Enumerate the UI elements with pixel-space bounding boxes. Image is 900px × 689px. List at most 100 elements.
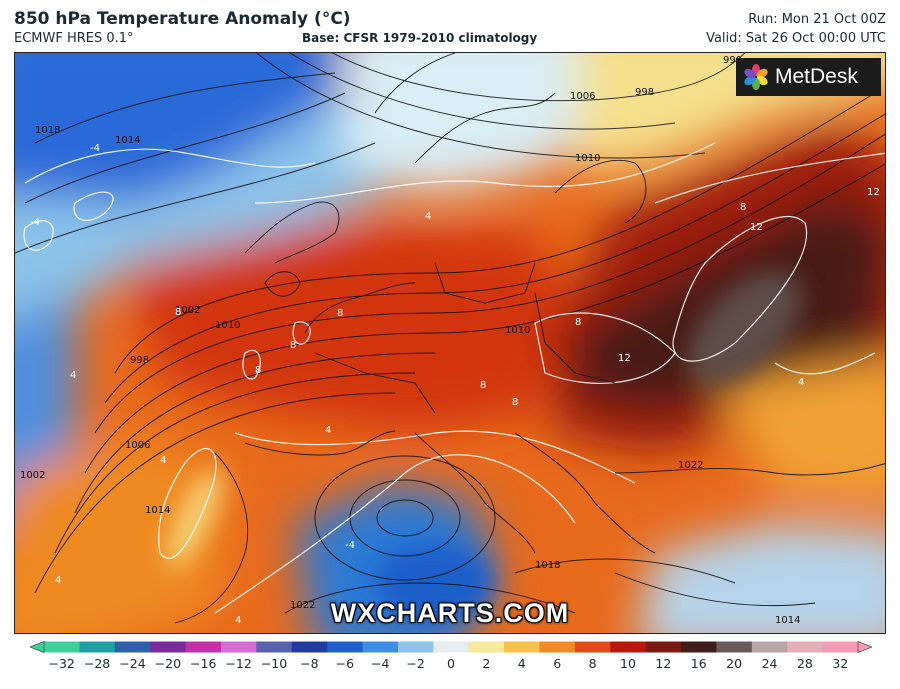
isotherm-label: 4 [160, 455, 166, 466]
isotherm-label: 8 [740, 202, 746, 213]
colorbar-cell [79, 641, 116, 653]
colorbar-cell [787, 641, 824, 653]
colorbar-tick-label: −28 [83, 656, 111, 671]
coastlines [174, 53, 885, 624]
cool-ribbon-west [167, 467, 223, 569]
isobar-label: 1014 [775, 615, 800, 626]
isobar-label: 1002 [20, 470, 45, 481]
temperature-anomaly-map: 1018 1014 1002 998 1006 1010 1014 1002 1… [14, 52, 886, 634]
colorbar [30, 641, 872, 653]
colorbar-cell [114, 641, 151, 653]
isobar-label: 1010 [215, 320, 240, 331]
colorbar-tick-label: 10 [620, 656, 636, 671]
isotherm-label: 8 [255, 365, 261, 376]
isobar-label: 990 [723, 55, 742, 66]
isotherm-label: 8 [575, 317, 581, 328]
cold-anomaly-west-atlantic [15, 293, 75, 509]
isotherm-label: 4 [55, 575, 61, 586]
isobar-label: 1002 [175, 305, 200, 316]
isobar-label: 1018 [535, 560, 560, 571]
colorbar-tick-label: −24 [119, 656, 146, 671]
colorbar-cell [751, 641, 788, 653]
chart-title: 850 hPa Temperature Anomaly (°C) [14, 9, 351, 29]
colorbar-cell [822, 641, 859, 653]
colorbar-tick-label: 20 [726, 656, 743, 671]
isobar-label: 1022 [290, 600, 315, 611]
colorbar-tick-label: −6 [335, 656, 355, 671]
climatology-base: Base: CFSR 1979-2010 climatology [302, 31, 538, 45]
isotherm-lines [23, 142, 885, 614]
colorbar-cell [716, 641, 753, 653]
isotherm-label: 4 [70, 370, 76, 381]
colorbar-arrow-right [857, 641, 872, 653]
colorbar-tick-label: −32 [48, 656, 75, 671]
isotherm-label: 12 [750, 222, 763, 233]
colorbar-cell [433, 641, 470, 653]
colorbar-tick-label: 16 [690, 656, 707, 671]
colorbar-tick-label: −8 [300, 656, 319, 671]
map-canvas: 1018 1014 1002 998 1006 1010 1014 1002 1… [15, 53, 885, 633]
colorbar-arrow-left [30, 641, 45, 653]
colorbar-cell [150, 641, 187, 653]
colorbar-tick-label: 2 [482, 656, 491, 671]
model-name: ECMWF HRES 0.1° [14, 31, 134, 46]
metdesk-logo: MetDesk [736, 58, 881, 96]
colorbar-cell [291, 641, 328, 653]
isotherm-label: 12 [618, 353, 631, 364]
isotherm-label: 8 [175, 307, 181, 318]
colorbar-cell [185, 641, 222, 653]
isobar-label: 1014 [115, 135, 140, 146]
isotherm-label: -4 [30, 217, 40, 228]
isotherm-label: -4 [345, 540, 355, 551]
cool-anomaly-atlantic [15, 73, 435, 353]
colorbar-cell [362, 641, 399, 653]
isotherm-label: -4 [90, 143, 100, 154]
colorbar-tick-label: −10 [260, 656, 288, 671]
colorbar-cell [397, 641, 434, 653]
colorbar-tick-label: 12 [655, 656, 672, 671]
colorbar-ticks: −32 −28 −24 −20 −16 −12 −10 −8 −6 −4 −2 0 2 4 6 8 10 12 16… [0, 656, 900, 676]
colorbar-tick-label: 4 [517, 656, 526, 671]
cool-anomaly-southeast [639, 523, 885, 633]
colorbar-cell [468, 641, 505, 653]
isobar-label: 1010 [575, 153, 600, 164]
neutral-anomaly-scandinavia [345, 53, 627, 193]
metdesk-flower-icon [744, 64, 768, 90]
colorbar-tick-label: −16 [190, 656, 217, 671]
colorbar-tick-label: −4 [370, 656, 390, 671]
colorbar-tick-label: −20 [154, 656, 182, 671]
contour-labels: 1018 1014 1002 998 1006 1010 1014 1002 1… [20, 55, 880, 626]
isotherm-label: 8 [290, 340, 296, 351]
colorbar-tick-label: −2 [406, 656, 425, 671]
colorbar-cell [256, 641, 293, 653]
isotherm-label: 4 [425, 211, 431, 222]
colorbar-cell [327, 641, 364, 653]
colorbar-tick-label: 0 [447, 656, 455, 671]
colorbar-tick-label: 6 [553, 656, 562, 671]
colorbar-cell [220, 641, 257, 653]
isotherm-label: 4 [325, 425, 331, 436]
colorbar-tick-label: 24 [761, 656, 778, 671]
isobar-lines [15, 53, 885, 614]
colorbar-cell [504, 641, 540, 653]
isotherm-label: 4 [235, 615, 241, 626]
isobar-label: 1018 [35, 125, 60, 136]
isotherm-label: 12 [867, 187, 880, 198]
brand-name: MetDesk [775, 65, 858, 88]
isobar-label: 1022 [678, 460, 703, 471]
isobar-label: 1006 [125, 440, 150, 451]
colorbar-cell [645, 641, 682, 653]
isotherm-label: 4 [798, 377, 804, 388]
isotherm-label: 8 [512, 397, 518, 408]
colorbar-cell [610, 641, 647, 653]
warm-anomaly-iberia-atlantic [15, 433, 225, 633]
run-time: Run: Mon 21 Oct 00Z [748, 12, 886, 27]
isobar-label: 998 [635, 87, 654, 98]
valid-time: Valid: Sat 26 Oct 00:00 UTC [706, 31, 886, 46]
isotherm-label: 8 [337, 308, 343, 319]
colorbar-tick-label: 8 [588, 656, 597, 671]
isobar-label: 1014 [145, 505, 170, 516]
colorbar-tick-label: 32 [832, 656, 849, 671]
colorbar-tick-label: 28 [796, 656, 813, 671]
colorbar-cell [574, 641, 611, 653]
